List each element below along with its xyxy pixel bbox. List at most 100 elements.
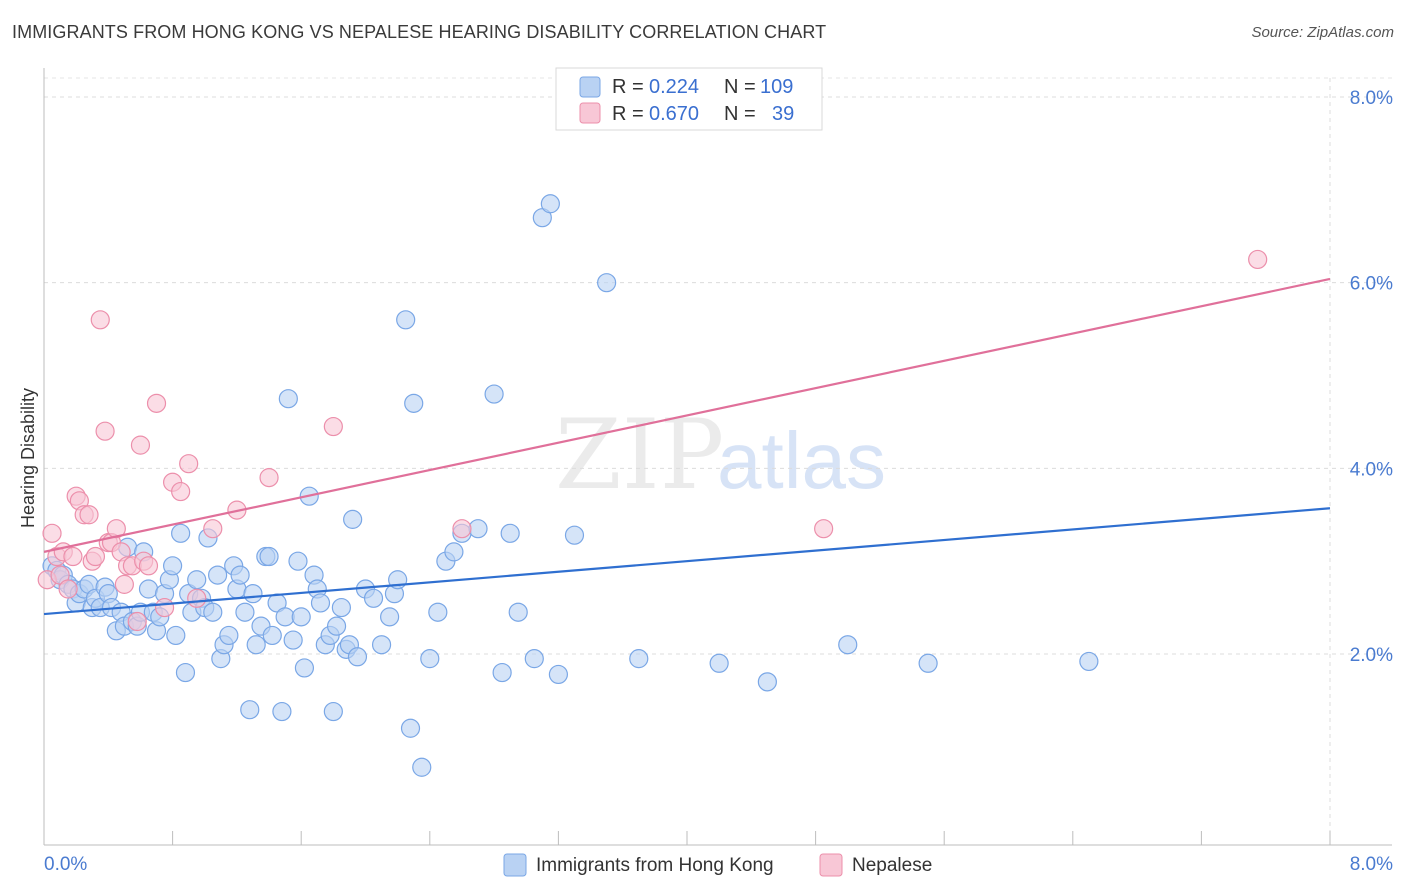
- data-point: [127, 611, 147, 632]
- data-point: [484, 384, 504, 404]
- data-point: [259, 546, 279, 567]
- data-point: [114, 574, 134, 594]
- legend-n-label-2: N =: [724, 103, 756, 125]
- data-point: [272, 701, 292, 722]
- x-tick-label-max: 8.0%: [1350, 854, 1393, 875]
- y-tick-label-0: 2.0%: [1350, 645, 1393, 666]
- data-point: [85, 546, 106, 567]
- data-point: [138, 579, 159, 599]
- data-point: [171, 523, 191, 543]
- data-point: [363, 588, 384, 608]
- data-point: [323, 416, 343, 437]
- data-point: [278, 389, 298, 409]
- data-point: [90, 310, 110, 330]
- data-point: [175, 662, 196, 683]
- data-point: [275, 607, 295, 627]
- data-point: [243, 584, 263, 604]
- data-point: [230, 565, 250, 585]
- data-point: [468, 519, 488, 539]
- y-tick-label-2: 6.0%: [1350, 274, 1393, 295]
- data-point: [246, 635, 266, 655]
- data-point: [597, 273, 617, 293]
- data-point: [130, 435, 151, 455]
- data-point: [203, 519, 223, 539]
- data-point: [500, 523, 520, 543]
- data-point: [283, 630, 303, 650]
- legend-r-value-2: 0.670: [649, 103, 699, 125]
- data-point: [187, 570, 207, 590]
- data-point: [492, 662, 512, 683]
- data-point: [918, 653, 938, 673]
- data-point: [428, 602, 448, 622]
- data-point: [310, 593, 331, 613]
- legend-r-value-1: 0.224: [649, 76, 699, 98]
- data-point: [240, 700, 260, 720]
- y-axis-title: Hearing Disability: [18, 388, 38, 528]
- data-point: [79, 505, 99, 525]
- watermark: ZIP atlas: [555, 399, 886, 511]
- data-point: [262, 625, 282, 646]
- data-point: [138, 556, 159, 576]
- legend-n-label-1: N =: [724, 76, 756, 98]
- data-point: [343, 509, 363, 529]
- data-point: [219, 625, 239, 646]
- data-point: [63, 546, 83, 567]
- data-point: [380, 607, 400, 627]
- data-point: [163, 556, 183, 576]
- legend-swatch-nepalese: [579, 102, 601, 124]
- bottom-legend: Immigrants from Hong Kong Nepalese: [503, 853, 932, 877]
- data-point: [323, 701, 343, 722]
- data-point: [58, 579, 78, 599]
- data-point: [259, 468, 279, 488]
- x-tick-label-min: 0.0%: [44, 854, 87, 875]
- trend-lines: [43, 277, 1331, 616]
- axes: 2.0% 4.0% 6.0% 8.0% 0.0% 8.0%: [43, 68, 1393, 875]
- data-point: [564, 525, 585, 545]
- legend-r-label-2: R =: [612, 103, 644, 125]
- data-point: [1248, 249, 1268, 270]
- series-hong-kong: [42, 194, 1099, 777]
- data-point: [347, 647, 368, 667]
- series-nepalese: [37, 249, 1268, 632]
- legend-r-label-1: R =: [612, 76, 644, 98]
- watermark-zip: ZIP: [555, 399, 724, 511]
- data-point: [524, 649, 544, 669]
- data-point: [404, 393, 424, 413]
- data-point: [396, 310, 416, 330]
- data-point: [814, 519, 834, 539]
- data-point: [179, 454, 199, 474]
- data-point: [171, 481, 191, 502]
- trend-line-nepalese: [43, 277, 1331, 553]
- data-point: [95, 421, 115, 441]
- data-point: [838, 635, 858, 655]
- data-point: [146, 393, 167, 413]
- data-point: [208, 565, 228, 585]
- data-point: [291, 607, 311, 627]
- data-point: [444, 542, 464, 562]
- bottom-legend-swatch-nepalese: [819, 853, 843, 877]
- data-point: [757, 672, 777, 692]
- data-point: [326, 616, 347, 636]
- data-point: [420, 649, 440, 669]
- bottom-legend-label-hong-kong: Immigrants from Hong Kong: [536, 855, 774, 876]
- data-point: [629, 649, 649, 669]
- data-point: [400, 718, 421, 738]
- legend-swatch-hong-kong: [579, 76, 601, 98]
- data-point: [540, 194, 560, 214]
- bottom-legend-swatch-hong-kong: [503, 853, 527, 877]
- data-point: [452, 519, 472, 539]
- data-point: [709, 653, 729, 673]
- data-point: [187, 588, 207, 608]
- data-point: [42, 523, 62, 543]
- bottom-legend-label-nepalese: Nepalese: [852, 855, 932, 876]
- data-point: [203, 602, 223, 622]
- data-point: [294, 658, 315, 678]
- legend-box: R = 0.224 N = 109 R = 0.670 N = 39: [555, 67, 823, 131]
- data-point: [508, 602, 528, 622]
- data-point: [106, 519, 126, 539]
- trend-line-hong-kong: [43, 507, 1331, 616]
- data-point: [331, 597, 351, 618]
- data-point: [288, 551, 308, 571]
- data-point: [166, 625, 186, 646]
